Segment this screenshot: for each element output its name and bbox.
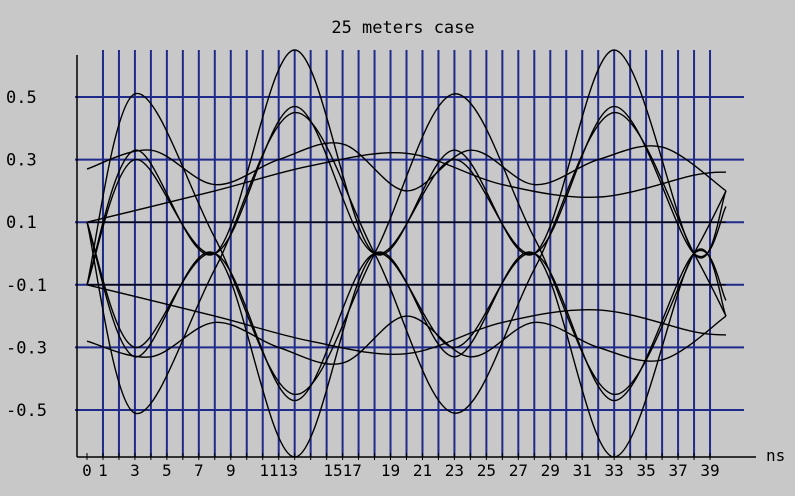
trace-6 [86, 142, 727, 192]
x-tick-label: 7 [194, 461, 204, 480]
y-tick-label: 0.5 [6, 88, 37, 108]
traces [86, 49, 727, 458]
y-tick-label: -0.1 [6, 276, 47, 296]
axes: 0.50.30.1-0.1-0.3-0.50 1 3 5 7 9 1113 1517 19 21 2… [6, 55, 756, 480]
x-tick-label: 9 [226, 461, 236, 480]
x-tick-label: 23 [445, 461, 464, 480]
x-tick-label: 27 [509, 461, 528, 480]
trace-5 [86, 221, 727, 402]
x-tick-label: 5 [162, 461, 172, 480]
x-tick-label: 29 [541, 461, 560, 480]
x-tick-label: 35 [636, 461, 655, 480]
trace-4 [86, 105, 727, 286]
x-tick-label: 19 [381, 461, 400, 480]
x-tick-label: 0 [82, 461, 92, 480]
x-tick-label: 25 [477, 461, 496, 480]
x-tick-label: 1113 [259, 461, 298, 480]
trace-8 [86, 152, 727, 223]
x-tick-label: 31 [573, 461, 592, 480]
chart-title: 25 meters case [331, 18, 474, 38]
x-tick-label: 21 [413, 461, 432, 480]
x-tick-label: 1517 [323, 461, 362, 480]
trace-7 [86, 315, 727, 365]
x-tick-label: 37 [668, 461, 687, 480]
grid [75, 50, 744, 457]
y-tick-label: -0.5 [6, 401, 47, 421]
trace-9 [86, 284, 727, 355]
x-tick-label: 33 [605, 461, 624, 480]
y-tick-label: 0.1 [6, 213, 37, 233]
trace-0 [86, 93, 727, 396]
x-tick-label: 39 [700, 461, 719, 480]
y-tick-label: 0.3 [6, 151, 37, 171]
x-tick-label: 3 [130, 461, 140, 480]
y-tick-label: -0.3 [6, 338, 47, 358]
x-axis-label: ns [766, 446, 785, 465]
x-tick-label: 1 [98, 461, 108, 480]
trace-1 [86, 111, 727, 414]
